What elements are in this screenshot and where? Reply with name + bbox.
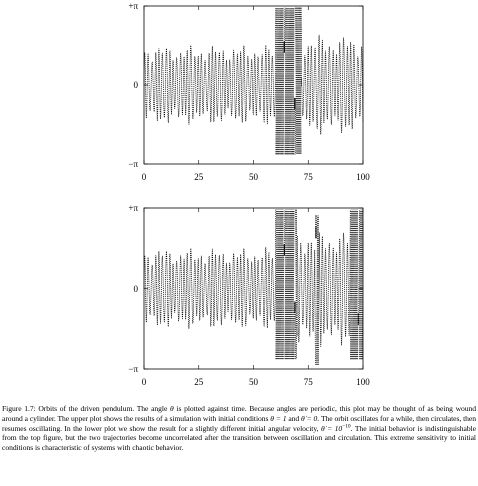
caption-text-2: is plotted against time. Because angles … <box>2 404 477 423</box>
bottom-y-tick-neg-pi: −π <box>128 364 138 374</box>
top-x-tick-0: 0 <box>142 172 147 182</box>
top-y-tick-neg-pi: −π <box>128 159 138 169</box>
figure-caption: Figure 1.7: Orbits of the driven pendulu… <box>2 404 476 453</box>
bottom-y-tick-pi: +π <box>128 203 138 213</box>
caption-initial-velocity: θ̇ = 0 <box>301 413 318 423</box>
top-plot-trace <box>143 7 364 155</box>
top-plot: +π 0 −π 0 25 50 75 100 <box>128 1 370 182</box>
bottom-x-tick-50: 50 <box>249 377 259 387</box>
bottom-plot-trace <box>143 209 364 365</box>
bottom-plot-ticks <box>143 207 364 370</box>
top-plot-frame <box>143 5 364 165</box>
caption-text-4: . The initial behavior is indistinguisha… <box>2 423 476 453</box>
bottom-y-tick-zero: 0 <box>134 284 139 294</box>
caption-text-1: Figure 1.7: Orbits of the driven pendulu… <box>2 404 170 413</box>
bottom-x-tick-25: 25 <box>194 377 204 387</box>
top-y-tick-zero: 0 <box>134 80 139 90</box>
top-x-tick-50: 50 <box>249 172 259 182</box>
bottom-x-tick-100: 100 <box>356 377 370 387</box>
caption-exponent: −10 <box>342 423 351 430</box>
caption-and: and <box>286 413 302 423</box>
caption-perturbed-velocity: θ̇ = 10 <box>320 423 343 433</box>
bottom-x-tick-0: 0 <box>142 377 147 387</box>
top-x-tick-100: 100 <box>356 172 370 182</box>
bottom-x-tick-75: 75 <box>304 377 314 387</box>
top-x-tick-25: 25 <box>194 172 204 182</box>
caption-text-3: . The orbit oscillates for a while, then… <box>2 413 476 433</box>
caption-theta: θ <box>170 404 174 413</box>
bottom-plot: +π 0 −π 0 25 50 75 100 <box>128 203 370 387</box>
caption-initial-angle: θ = 1 <box>270 413 287 423</box>
top-y-tick-pi: +π <box>128 1 138 11</box>
figure: +π 0 −π 0 25 50 75 100 +π 0 −π 0 25 50 7… <box>128 1 370 387</box>
top-plot-ticks <box>143 5 364 165</box>
top-x-tick-75: 75 <box>304 172 314 182</box>
